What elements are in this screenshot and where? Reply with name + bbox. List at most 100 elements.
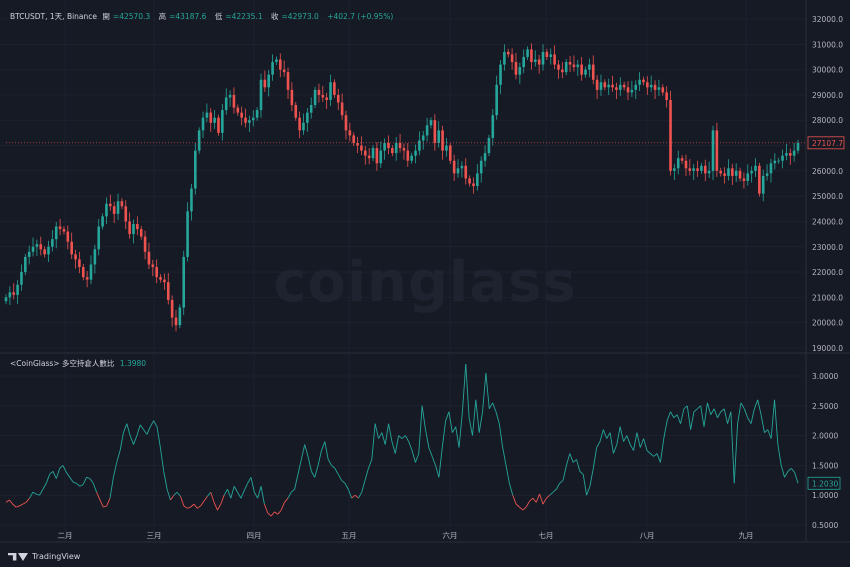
candle-body [452,160,456,174]
candle-body [78,259,81,268]
candle-body [379,150,383,164]
indicator-line-segment [542,497,547,505]
candle-body [445,145,448,151]
indicator-line-segment [764,429,769,433]
indicator-line-segment [92,483,98,493]
tradingview-footer[interactable]: TradingView [8,552,80,561]
candle-body [340,102,344,116]
indicator-line-segment [136,424,141,436]
candle-body [394,143,398,154]
price-tick-label: 22000.0 [812,268,843,277]
candle-body [163,279,166,283]
candle-body [16,284,19,295]
indicator-line-segment [478,411,483,433]
candle-body [70,241,73,255]
indicator-line-segment [139,424,144,430]
candle-body [533,59,537,63]
price-chart-title: BTCUSDT, 1天, Binance [10,12,98,21]
indicator-line-segment [639,438,645,448]
indicator-line-segment [240,490,245,499]
indicator-line-segment [519,506,524,511]
candle-body [236,107,240,113]
indicator-line-segment [133,435,138,445]
indicator-line-segment [774,399,779,445]
candle-body [402,148,406,151]
candle-body [302,122,305,131]
indicator-line-segment [86,476,91,479]
candle-body [661,87,665,93]
indicator-line-segment [129,435,134,445]
indicator-line-segment [613,444,618,454]
indicator-line-segment [347,489,353,499]
indicator-line-segment [394,435,400,454]
candle-body [599,82,603,90]
indicator-line-segment [650,453,654,457]
candle-body [116,201,120,214]
indicator-line-segment [492,402,497,412]
candle-body [557,64,560,70]
indicator-line-segment [747,417,752,424]
indicator-line-segment [676,414,681,424]
indicator-line-segment [767,429,772,439]
candle-body [391,148,394,154]
indicator-line-segment [253,491,259,499]
candle-body [356,143,359,146]
indicator-line-segment [213,502,218,511]
indicator-line-segment [596,441,601,448]
indicator-line-segment [200,500,205,507]
price-tick-label: 21000.0 [812,293,843,302]
indicator-line-segment [187,506,191,509]
candle-body [306,112,309,123]
indicator-line-segment [502,447,507,466]
candle-body [634,84,638,90]
indicator-line-segment [706,402,712,415]
candle-body [31,246,35,252]
indicator-line-segment [190,503,195,508]
candle-body [441,130,444,151]
candle-body [622,84,626,88]
indicator-line-segment [777,444,782,466]
indicator-line-segment [156,426,161,448]
candle-body [112,206,116,214]
indicator-line-segment [76,482,81,487]
indicator-line-segment [351,494,356,499]
candle-body [472,183,475,187]
candle-body [248,120,251,123]
indicator-line-segment [9,499,14,505]
candle-body [190,188,193,212]
indicator-line-segment [750,408,755,424]
candle-body [421,135,425,141]
candle-body [174,317,178,326]
candle-body [240,112,243,118]
time-tick-label: 八月 [640,531,655,540]
candle-body [89,264,93,280]
indicator-line-segment [52,471,57,479]
candle-body [244,117,247,123]
candle-body [221,110,224,133]
candle-body [329,82,332,100]
indicator-line-segment [498,423,504,448]
indicator-line-segment [723,408,728,424]
indicator-line-segment [780,465,786,478]
indicator-line-segment [549,491,554,496]
candle-body [611,84,614,88]
indicator-line-segment [398,435,403,439]
price-tick-label: 32000.0 [812,15,843,24]
indicator-line-segment [703,402,708,427]
candle-body [58,226,62,230]
candle-body [742,178,746,181]
candle-body [143,236,147,252]
candle-body [217,117,220,133]
indicator-line-segment [693,408,698,413]
indicator-line-segment [532,497,537,503]
indicator-line-segment [247,477,252,484]
indicator-line-segment [42,483,47,490]
indicator-line-segment [381,432,386,445]
indicator-line-segment [592,447,598,469]
candle-body [120,201,124,207]
indicator-line-segment [109,477,114,499]
candle-body [39,244,43,250]
price-tick-label: 25000.0 [812,192,843,201]
